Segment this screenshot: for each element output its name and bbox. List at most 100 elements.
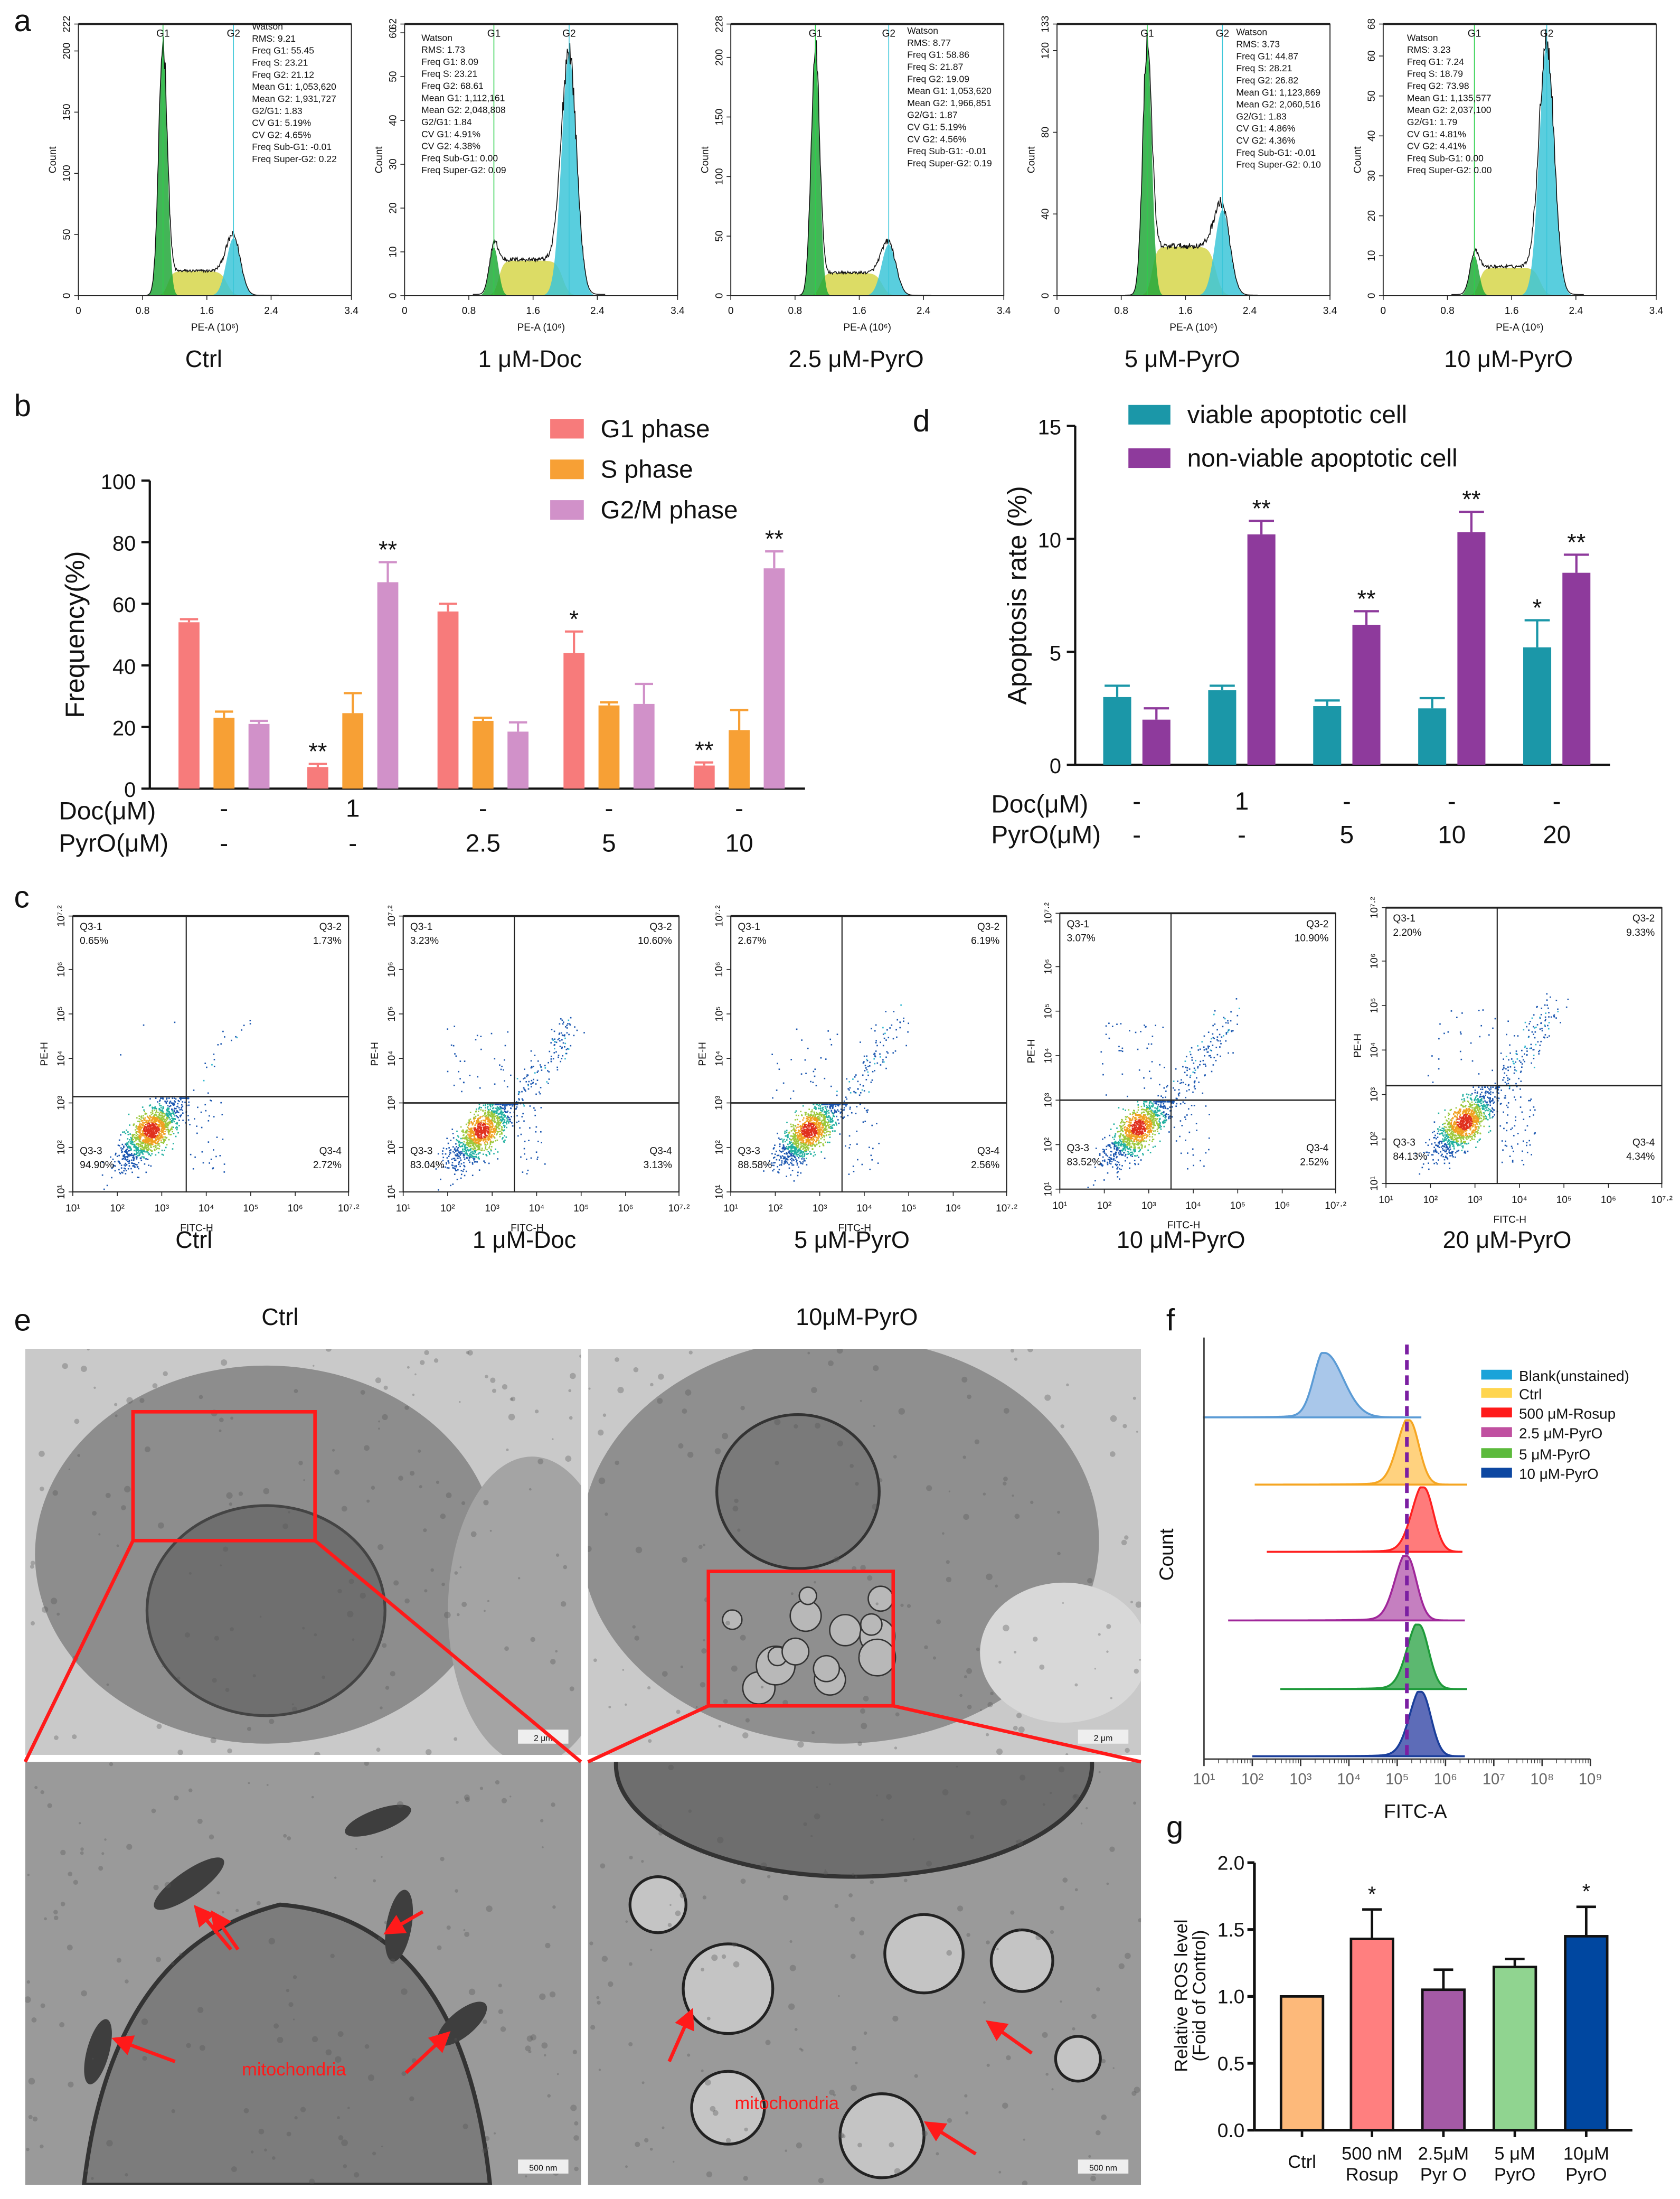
event-point xyxy=(809,1119,811,1121)
event-point xyxy=(490,1106,492,1108)
event-point xyxy=(487,1123,489,1125)
event-point xyxy=(544,1065,546,1067)
event-point xyxy=(873,1052,875,1055)
event-point xyxy=(1161,1114,1163,1115)
event-point xyxy=(127,1154,129,1157)
event-point xyxy=(484,1126,486,1129)
event-point xyxy=(787,1157,789,1158)
event-point xyxy=(152,1141,154,1143)
event-point xyxy=(808,1134,809,1136)
legend-label: G2/M phase xyxy=(601,496,738,524)
event-point xyxy=(805,1121,807,1122)
event-point xyxy=(478,1156,479,1158)
event-point xyxy=(788,1145,790,1148)
event-point xyxy=(119,1172,121,1174)
event-point xyxy=(818,1130,820,1131)
event-point xyxy=(806,1130,807,1132)
event-point xyxy=(478,1127,480,1129)
event-point xyxy=(121,1143,124,1145)
event-point xyxy=(814,1105,816,1107)
event-point xyxy=(470,1121,472,1123)
event-point xyxy=(856,1106,858,1107)
event-point xyxy=(797,1142,799,1144)
event-point xyxy=(466,1130,467,1131)
watson-stat-line: Mean G2: 1,931,727 xyxy=(252,93,336,104)
event-point xyxy=(830,1110,832,1112)
event-point xyxy=(792,1138,794,1140)
event-point xyxy=(535,1083,537,1085)
event-point xyxy=(163,1142,164,1144)
event-point xyxy=(468,1119,470,1121)
event-point xyxy=(825,1115,827,1117)
event-point xyxy=(523,1105,525,1107)
event-point xyxy=(816,1121,818,1123)
event-point xyxy=(115,1154,117,1156)
doc-dose-value: - xyxy=(605,794,614,822)
event-point xyxy=(161,1119,163,1121)
event-point xyxy=(1128,1151,1129,1153)
event-point xyxy=(778,1137,780,1139)
event-point xyxy=(137,1144,139,1146)
event-point xyxy=(504,1107,506,1110)
event-point xyxy=(1110,1151,1111,1152)
event-point xyxy=(158,1103,161,1105)
event-point xyxy=(479,1135,482,1137)
event-point xyxy=(446,1157,448,1159)
event-point xyxy=(839,1104,841,1105)
event-point xyxy=(846,1104,848,1105)
event-point xyxy=(506,1112,508,1113)
event-point xyxy=(521,1098,523,1100)
event-point xyxy=(188,1104,190,1106)
event-point xyxy=(804,1132,806,1134)
event-point xyxy=(559,1046,561,1047)
event-point xyxy=(150,1165,152,1167)
event-point xyxy=(777,1171,779,1173)
event-point xyxy=(798,1138,800,1140)
event-point xyxy=(565,1049,568,1050)
event-point xyxy=(488,1110,489,1112)
event-point xyxy=(550,1060,552,1063)
event-point xyxy=(817,1133,819,1135)
event-point xyxy=(825,1058,827,1060)
event-point xyxy=(810,1122,811,1124)
event-point xyxy=(497,1126,499,1128)
event-point xyxy=(804,1155,805,1157)
event-point xyxy=(146,1115,148,1117)
event-point xyxy=(475,1138,477,1140)
event-point xyxy=(1087,1187,1089,1188)
event-point xyxy=(791,1135,792,1137)
event-point xyxy=(171,1108,173,1110)
event-point xyxy=(488,1147,490,1149)
event-point xyxy=(554,1038,555,1040)
event-point xyxy=(815,1140,817,1142)
event-point xyxy=(863,1061,865,1063)
event-point xyxy=(452,1164,454,1167)
event-point xyxy=(186,1097,188,1099)
event-point xyxy=(1119,1178,1120,1180)
event-point xyxy=(788,1155,790,1158)
event-point xyxy=(223,1171,225,1173)
event-point xyxy=(1153,1101,1155,1103)
event-point xyxy=(147,1137,149,1139)
event-point xyxy=(822,1120,824,1122)
event-point xyxy=(798,1148,800,1150)
event-point xyxy=(220,1043,222,1045)
event-point xyxy=(166,1116,168,1118)
event-point xyxy=(135,1131,137,1133)
event-point xyxy=(144,1147,146,1149)
watson-stat-line: Mean G2: 2,060,516 xyxy=(1236,99,1320,110)
event-point xyxy=(845,1145,846,1147)
event-point xyxy=(476,1134,478,1136)
event-point xyxy=(862,1085,864,1087)
event-point xyxy=(804,1129,806,1131)
event-point xyxy=(822,1144,824,1146)
event-point xyxy=(163,1126,165,1128)
event-point xyxy=(155,1134,156,1136)
event-point xyxy=(148,1105,150,1107)
event-point xyxy=(877,1162,879,1164)
event-point xyxy=(815,1123,817,1125)
event-point xyxy=(499,1124,501,1126)
event-point xyxy=(534,1114,536,1116)
event-point xyxy=(102,1161,104,1163)
